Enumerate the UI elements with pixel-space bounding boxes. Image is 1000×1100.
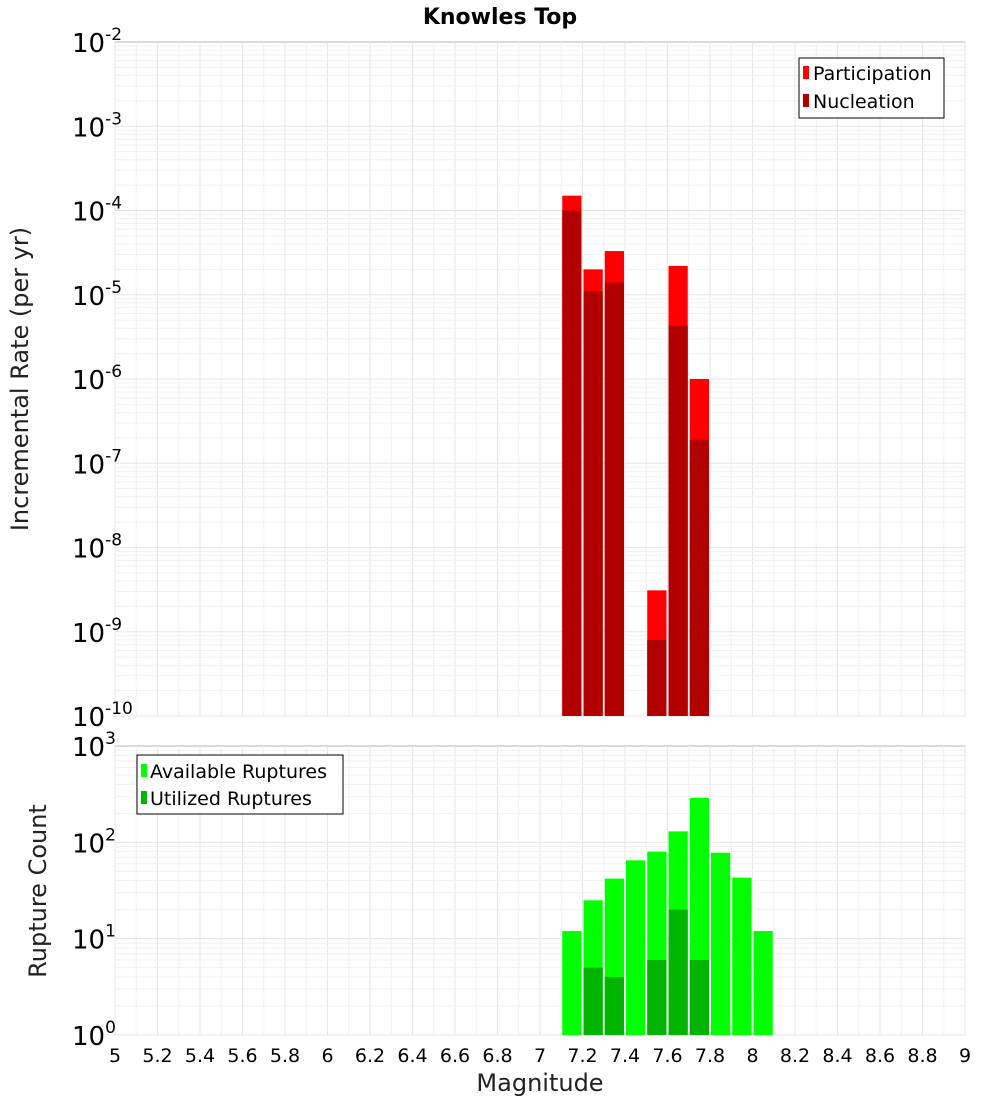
rate-y-tick-label: 10-5 <box>72 278 122 312</box>
x-axis-label: Magnitude <box>476 1069 603 1097</box>
x-tick-label: 7.6 <box>652 1045 682 1067</box>
count-y-tick-label: 102 <box>72 825 116 859</box>
count-bar-utilized-ruptures <box>604 977 624 1035</box>
x-tick-label: 8.2 <box>780 1045 810 1067</box>
x-tick-label: 5.6 <box>227 1045 257 1067</box>
count-bar-utilized-ruptures <box>647 960 667 1035</box>
x-tick-label: 5.4 <box>185 1045 215 1067</box>
x-tick-label: 8.6 <box>865 1045 895 1067</box>
count-y-tick-label: 101 <box>72 922 116 956</box>
count-y-tick-label: 103 <box>72 729 116 763</box>
x-tick-label: 5.8 <box>270 1045 300 1067</box>
x-tick-label: 6.4 <box>397 1045 427 1067</box>
count-bar-available-ruptures <box>562 931 582 1035</box>
rate-y-tick-label: 10-10 <box>72 699 133 733</box>
x-tick-label: 8.4 <box>822 1045 852 1067</box>
x-tick-label: 8.8 <box>907 1045 937 1067</box>
rate-bar-nucleation <box>562 210 582 716</box>
x-tick-label: 6 <box>321 1045 333 1067</box>
count-legend: Available Ruptures Utilized Ruptures <box>136 754 344 815</box>
x-tick-label: 7 <box>534 1045 546 1067</box>
x-tick-label: 7.8 <box>695 1045 725 1067</box>
x-tick-label: 5 <box>109 1045 121 1067</box>
count-y-axis-label: Rupture Count <box>24 804 52 978</box>
rate-y-axis-label: Incremental Rate (per yr) <box>6 227 34 531</box>
utilized-legend-swatch <box>141 791 147 804</box>
rate-bar-nucleation <box>647 639 667 716</box>
chart-title: Knowles Top <box>423 5 577 30</box>
x-tick-label: 6.2 <box>355 1045 385 1067</box>
participation-legend-swatch <box>803 66 809 79</box>
nucleation-legend-label: Nucleation <box>813 91 915 113</box>
x-tick-label: 6.8 <box>482 1045 512 1067</box>
x-tick-label: 8 <box>746 1045 758 1067</box>
count-bar-available-ruptures <box>732 877 752 1035</box>
count-bar-utilized-ruptures <box>689 960 709 1035</box>
rate-bar-nucleation <box>668 325 688 716</box>
rate-bar-nucleation <box>583 291 603 716</box>
magnitude-x-ticks: 5 5.2 5.4 5.6 5.8 6 6.2 6.4 6.6 6.8 7 7.2 7.4 7.6 7.8 8… <box>109 1045 971 1067</box>
available-legend-label: Available Ruptures <box>150 761 327 783</box>
participation-legend-label: Participation <box>813 63 932 85</box>
nucleation-legend-swatch <box>803 94 809 107</box>
rate-bars <box>562 195 709 717</box>
count-legend-box <box>136 754 344 815</box>
rate-legend-box <box>798 57 945 119</box>
rate-legend: Participation Nucleation <box>798 57 945 119</box>
x-tick-label: 6.6 <box>440 1045 470 1067</box>
count-bar-utilized-ruptures <box>668 909 688 1035</box>
count-bar-available-ruptures <box>711 852 731 1035</box>
count-bar-available-ruptures <box>753 931 773 1035</box>
x-tick-label: 9 <box>959 1045 971 1067</box>
rate-bar-nucleation <box>604 282 624 716</box>
available-legend-swatch <box>141 764 147 777</box>
utilized-legend-label: Utilized Ruptures <box>150 788 312 810</box>
x-tick-label: 5.2 <box>142 1045 172 1067</box>
rate-grid <box>114 42 966 717</box>
x-tick-label: 7.2 <box>567 1045 597 1067</box>
count-bar-available-ruptures <box>626 860 646 1035</box>
rate-bar-nucleation <box>689 439 709 716</box>
count-bars <box>562 797 773 1035</box>
count-bar-utilized-ruptures <box>583 967 603 1035</box>
x-tick-label: 7.4 <box>610 1045 640 1067</box>
